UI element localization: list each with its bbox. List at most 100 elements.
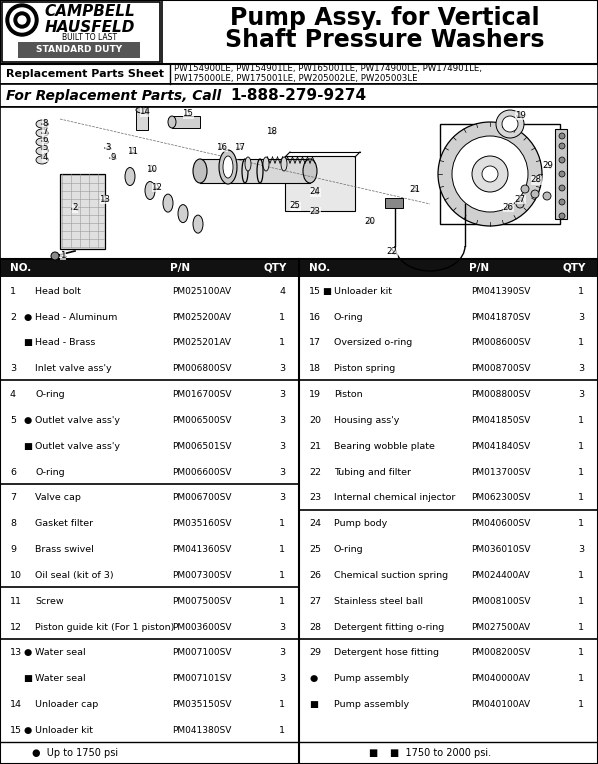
Text: ■: ■	[23, 442, 32, 451]
Text: 15: 15	[309, 286, 321, 296]
Ellipse shape	[223, 156, 233, 178]
Text: Bearing wobble plate: Bearing wobble plate	[334, 442, 435, 451]
Text: 2: 2	[10, 312, 16, 322]
Text: PM008600SV: PM008600SV	[471, 338, 530, 348]
Text: Head - Brass: Head - Brass	[35, 338, 95, 348]
Circle shape	[472, 156, 508, 192]
Text: 8: 8	[10, 520, 16, 528]
Ellipse shape	[36, 129, 48, 137]
Text: PM006700SV: PM006700SV	[172, 494, 231, 503]
Ellipse shape	[163, 194, 173, 212]
Text: 3: 3	[279, 649, 285, 657]
Text: 13: 13	[10, 649, 22, 657]
Text: 3: 3	[279, 416, 285, 425]
Text: 3: 3	[10, 364, 16, 373]
Text: Gasket filter: Gasket filter	[35, 520, 93, 528]
Text: PM016700SV: PM016700SV	[172, 390, 231, 399]
Bar	[300, 260, 597, 277]
Text: 29: 29	[309, 649, 321, 657]
Text: PM041390SV: PM041390SV	[471, 286, 530, 296]
Ellipse shape	[245, 157, 251, 171]
Text: PW175000LE, PW175001LE, PW205002LE, PW205003LE: PW175000LE, PW175001LE, PW205002LE, PW20…	[174, 75, 417, 83]
Text: Tubing and filter: Tubing and filter	[334, 468, 411, 477]
Circle shape	[14, 12, 30, 28]
Text: 1: 1	[279, 338, 285, 348]
Text: 1: 1	[578, 468, 584, 477]
Bar	[1, 260, 298, 277]
Text: 3: 3	[578, 390, 584, 399]
Text: 1: 1	[60, 251, 66, 260]
Text: 23: 23	[310, 206, 321, 215]
Text: 1: 1	[279, 571, 285, 580]
Circle shape	[559, 185, 565, 191]
Text: ■: ■	[368, 748, 377, 758]
Circle shape	[10, 8, 34, 32]
Text: 3: 3	[279, 468, 285, 477]
Text: PM013700SV: PM013700SV	[471, 468, 530, 477]
Text: PM040000AV: PM040000AV	[471, 674, 530, 683]
Text: 27: 27	[514, 195, 526, 203]
Text: 13: 13	[99, 195, 111, 203]
Text: Inlet valve ass'y: Inlet valve ass'y	[35, 364, 112, 373]
Ellipse shape	[145, 182, 155, 199]
Bar	[0, 64, 598, 84]
Text: PM040100AV: PM040100AV	[471, 700, 530, 709]
Text: For Replacement Parts, Call: For Replacement Parts, Call	[6, 89, 221, 103]
Text: PM041840SV: PM041840SV	[471, 442, 530, 451]
Ellipse shape	[193, 215, 203, 233]
Bar	[0, 107, 598, 259]
Text: PM027500AV: PM027500AV	[471, 623, 530, 632]
Text: 1: 1	[578, 286, 584, 296]
Circle shape	[51, 252, 59, 260]
Text: 3: 3	[279, 364, 285, 373]
Text: HAUSFELD: HAUSFELD	[45, 20, 135, 34]
Text: BUILT TO LAST: BUILT TO LAST	[63, 34, 117, 43]
Text: PM007300SV: PM007300SV	[172, 571, 231, 580]
Ellipse shape	[36, 156, 48, 164]
Text: 16: 16	[309, 312, 321, 322]
Text: 6: 6	[42, 135, 48, 144]
Text: PM035160SV: PM035160SV	[172, 520, 231, 528]
Circle shape	[559, 171, 565, 177]
Ellipse shape	[168, 116, 176, 128]
Text: PM007101SV: PM007101SV	[172, 674, 231, 683]
Text: PM008700SV: PM008700SV	[471, 364, 530, 373]
Text: 1: 1	[578, 494, 584, 503]
Text: 3: 3	[578, 545, 584, 554]
Ellipse shape	[136, 107, 148, 113]
Text: PM006600SV: PM006600SV	[172, 468, 231, 477]
Bar	[2, 2, 160, 62]
Text: 3: 3	[279, 623, 285, 632]
Circle shape	[452, 136, 528, 212]
Circle shape	[559, 143, 565, 149]
Bar	[0, 84, 598, 107]
Text: 14: 14	[139, 108, 151, 116]
Text: Internal chemical injector: Internal chemical injector	[334, 494, 455, 503]
Text: ●: ●	[23, 312, 31, 322]
Text: PM006500SV: PM006500SV	[172, 416, 231, 425]
Circle shape	[543, 192, 551, 200]
Text: 1: 1	[279, 726, 285, 735]
Text: 3: 3	[105, 143, 111, 151]
Text: O-ring: O-ring	[334, 312, 364, 322]
Text: ●: ●	[309, 674, 318, 683]
Text: 1: 1	[578, 649, 584, 657]
Text: Unloader cap: Unloader cap	[35, 700, 98, 709]
Text: PM008800SV: PM008800SV	[471, 390, 530, 399]
Circle shape	[559, 199, 565, 205]
Circle shape	[18, 16, 26, 24]
Text: ■: ■	[23, 338, 32, 348]
Text: 11: 11	[127, 147, 139, 156]
Bar	[0, 259, 598, 764]
Text: ●: ●	[23, 416, 31, 425]
Text: 20: 20	[365, 216, 376, 225]
Bar	[440, 124, 560, 224]
Text: 9: 9	[110, 153, 115, 161]
Circle shape	[6, 4, 38, 36]
Text: 1: 1	[10, 286, 16, 296]
Text: 18: 18	[267, 128, 277, 137]
Text: NO.: NO.	[309, 263, 330, 273]
Circle shape	[496, 110, 524, 138]
Text: 17: 17	[234, 143, 246, 151]
Text: 7: 7	[10, 494, 16, 503]
